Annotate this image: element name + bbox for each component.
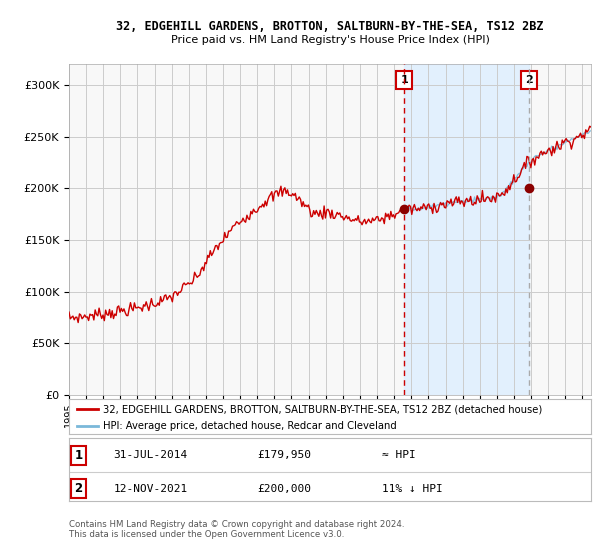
Text: 32, EDGEHILL GARDENS, BROTTON, SALTBURN-BY-THE-SEA, TS12 2BZ (detached house): 32, EDGEHILL GARDENS, BROTTON, SALTBURN-…: [103, 404, 542, 414]
Text: 12-NOV-2021: 12-NOV-2021: [113, 484, 188, 494]
Text: HPI: Average price, detached house, Redcar and Cleveland: HPI: Average price, detached house, Redc…: [103, 421, 397, 431]
Text: 11% ↓ HPI: 11% ↓ HPI: [382, 484, 443, 494]
Text: Contains HM Land Registry data © Crown copyright and database right 2024.
This d: Contains HM Land Registry data © Crown c…: [69, 520, 404, 539]
Text: £200,000: £200,000: [257, 484, 311, 494]
Text: Price paid vs. HM Land Registry's House Price Index (HPI): Price paid vs. HM Land Registry's House …: [170, 35, 490, 45]
Text: £179,950: £179,950: [257, 450, 311, 460]
Text: 1: 1: [74, 449, 82, 462]
Text: 1: 1: [400, 75, 408, 85]
Text: ≈ HPI: ≈ HPI: [382, 450, 416, 460]
Text: 31-JUL-2014: 31-JUL-2014: [113, 450, 188, 460]
Text: 2: 2: [74, 482, 82, 495]
Text: 2: 2: [525, 75, 533, 85]
Bar: [404, 64, 529, 395]
Text: 32, EDGEHILL GARDENS, BROTTON, SALTBURN-BY-THE-SEA, TS12 2BZ: 32, EDGEHILL GARDENS, BROTTON, SALTBURN-…: [116, 20, 544, 32]
